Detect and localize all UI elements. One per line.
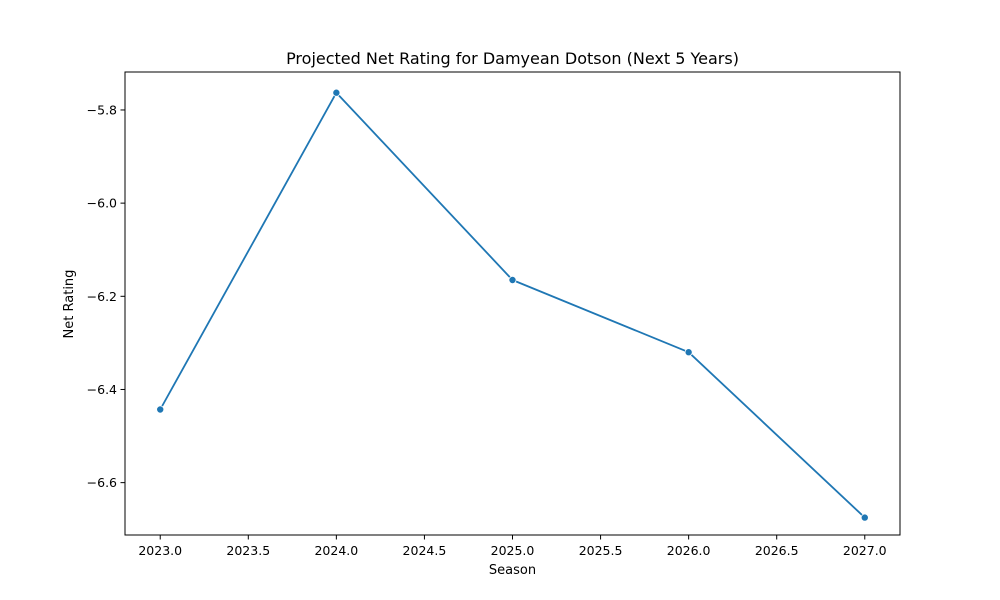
y-tick-label: −6.2	[87, 289, 117, 304]
x-tick-label: 2025.5	[579, 543, 623, 558]
y-tick-label: −6.6	[87, 475, 117, 490]
data-point	[508, 275, 517, 284]
y-tick-label: −6.0	[87, 196, 117, 211]
y-tick-label: −5.8	[87, 102, 117, 117]
x-tick-label: 2023.5	[226, 543, 270, 558]
chart-title: Projected Net Rating for Damyean Dotson …	[286, 49, 739, 68]
x-tick-label: 2024.5	[403, 543, 447, 558]
x-tick-label: 2027.0	[843, 543, 887, 558]
data-point	[860, 513, 869, 522]
x-axis-label: Season	[489, 563, 536, 578]
x-tick-label: 2026.5	[755, 543, 799, 558]
x-tick-label: 2025.0	[491, 543, 535, 558]
data-point	[156, 405, 165, 414]
x-tick-label: 2023.0	[138, 543, 182, 558]
y-axis-label: Net Rating	[62, 270, 77, 339]
x-tick-label: 2024.0	[314, 543, 358, 558]
y-tick-label: −6.4	[87, 382, 117, 397]
data-point	[332, 88, 341, 97]
plot-frame	[124, 71, 901, 536]
data-point	[684, 348, 693, 357]
x-tick-label: 2026.0	[667, 543, 711, 558]
plot-area: 2023.0 2023.5 2024.0 2024.5 2025.0 2025.5 2026…	[87, 88, 887, 558]
